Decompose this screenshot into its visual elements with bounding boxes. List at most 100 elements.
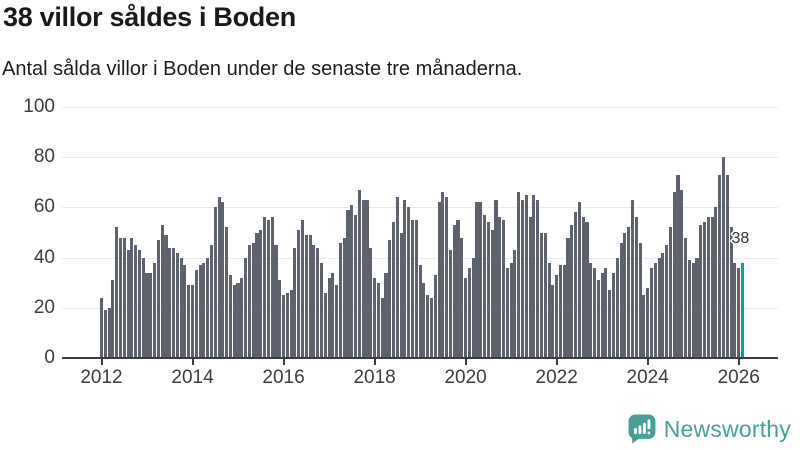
bar <box>494 199 498 358</box>
bar <box>274 245 278 358</box>
bar <box>270 217 274 358</box>
bar <box>213 207 217 358</box>
bar <box>475 202 479 358</box>
bar <box>718 174 722 358</box>
bar <box>373 277 377 358</box>
bar <box>657 257 661 358</box>
bar <box>555 275 559 358</box>
bar <box>486 222 490 358</box>
bar <box>354 214 358 358</box>
bar <box>593 267 597 358</box>
bar <box>232 285 236 358</box>
bar <box>483 214 487 358</box>
bar <box>532 194 536 358</box>
bar <box>672 192 676 358</box>
newsworthy-brand-link[interactable]: Newsworthy <box>628 414 791 444</box>
y-axis-label: 80 <box>33 146 55 168</box>
bar <box>107 307 111 358</box>
bar <box>456 219 460 358</box>
bar <box>706 217 710 358</box>
bar <box>448 250 452 358</box>
bar <box>130 237 134 358</box>
bar <box>380 297 384 358</box>
bar <box>172 247 176 358</box>
x-axis-tick <box>555 359 558 365</box>
x-axis-tick <box>100 359 103 365</box>
bar <box>414 219 418 358</box>
bar <box>221 202 225 358</box>
bar <box>304 235 308 358</box>
bar <box>111 280 115 358</box>
bar <box>422 282 426 358</box>
bar <box>384 272 388 358</box>
x-axis-tick <box>373 359 376 365</box>
bar <box>259 229 263 358</box>
bar <box>668 227 672 358</box>
bar <box>710 217 714 358</box>
bar <box>251 242 255 358</box>
bar <box>551 285 555 358</box>
bar <box>122 237 126 358</box>
bar <box>388 240 392 358</box>
bar <box>392 222 396 358</box>
bar <box>687 260 691 358</box>
bar <box>263 217 267 358</box>
bar <box>464 277 468 358</box>
bar <box>418 265 422 358</box>
bar <box>737 267 741 358</box>
bar <box>300 219 305 358</box>
bar <box>630 199 635 358</box>
bar <box>282 295 286 358</box>
bar <box>619 242 623 358</box>
bar <box>342 237 346 358</box>
bar <box>433 275 437 358</box>
bar <box>179 257 183 358</box>
bar <box>335 285 339 358</box>
bar <box>524 194 528 358</box>
bar <box>376 282 380 358</box>
bar <box>437 202 441 358</box>
bar <box>574 212 578 358</box>
x-axis-tick <box>646 359 649 365</box>
bar <box>517 192 521 358</box>
bar <box>209 245 214 358</box>
bar <box>490 229 494 358</box>
x-axis-tick <box>464 359 467 365</box>
bar <box>638 242 642 358</box>
bar <box>168 247 172 358</box>
highlight-value-label: 38 <box>731 229 750 247</box>
bar <box>395 197 399 358</box>
x-axis-line <box>62 357 778 359</box>
bar <box>691 262 695 358</box>
y-axis-label: 100 <box>23 96 55 117</box>
bar <box>217 197 221 358</box>
x-axis-label: 2020 <box>444 367 487 388</box>
bar <box>501 219 506 358</box>
bar <box>202 262 206 358</box>
bar <box>338 242 342 358</box>
bar <box>183 265 187 358</box>
bar <box>103 310 107 358</box>
bar <box>611 272 616 358</box>
bar <box>312 245 316 358</box>
bar <box>471 257 475 358</box>
y-axis-label: 0 <box>44 347 55 368</box>
x-axis-label: 2024 <box>626 367 669 388</box>
bar <box>543 232 547 358</box>
bar <box>695 257 699 358</box>
bar <box>600 272 604 358</box>
bar <box>289 290 293 358</box>
bar <box>278 280 282 358</box>
bar <box>498 217 502 358</box>
bar <box>562 265 566 358</box>
bar <box>665 245 669 358</box>
bar <box>467 267 471 358</box>
bar <box>194 270 198 358</box>
bar <box>452 224 456 358</box>
bar-chart: 0 20 40 60 80 100 2012 2014 2016 2018 2020 2022 202… <box>23 96 778 388</box>
bar <box>429 297 434 358</box>
x-axis-tick <box>282 359 285 365</box>
bar <box>297 229 301 358</box>
bar <box>714 207 718 358</box>
bar <box>410 219 415 358</box>
